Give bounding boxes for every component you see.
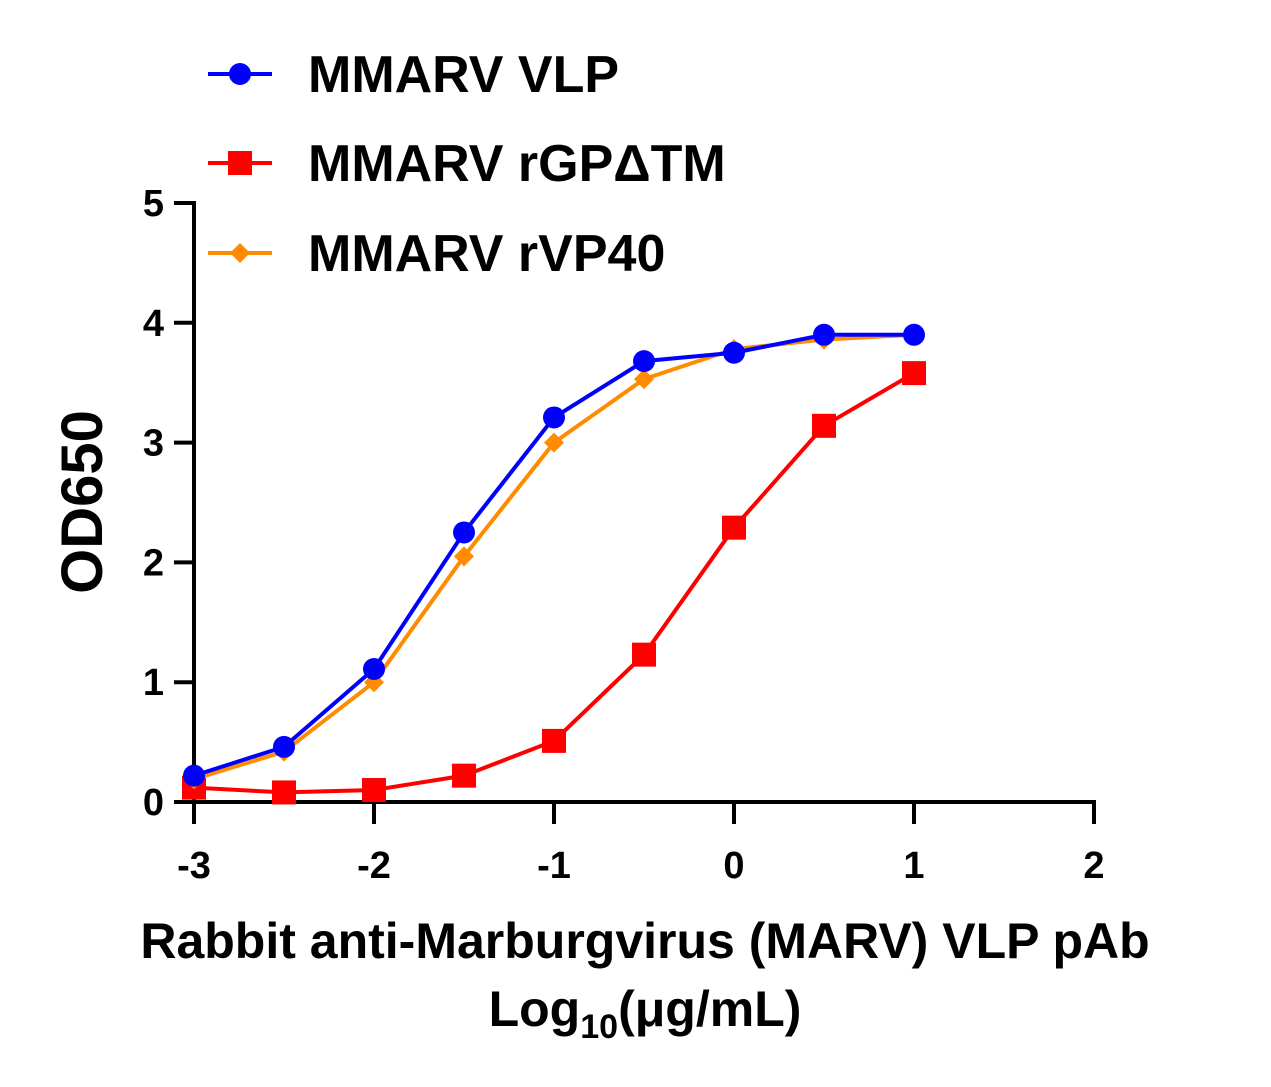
x-axis-label-subscript: 10 bbox=[580, 1008, 618, 1046]
data-point bbox=[632, 642, 656, 667]
legend: MMARV VLP MMARV rGPΔTM MMARV rVP40 bbox=[208, 46, 726, 283]
x-tick-label: -1 bbox=[537, 845, 571, 887]
data-point bbox=[454, 546, 474, 567]
y-tick-label: 4 bbox=[143, 303, 164, 345]
legend-label: MMARV rGPΔTM bbox=[308, 135, 726, 193]
y-tick-label: 2 bbox=[143, 542, 164, 584]
x-axis-label-line2: Log10(μg/mL) bbox=[489, 981, 802, 1046]
data-point bbox=[542, 728, 566, 753]
data-point bbox=[812, 413, 836, 438]
series-line bbox=[193, 332, 915, 782]
x-tick-label: -2 bbox=[357, 845, 391, 887]
x-axis-label-line1: Rabbit anti-Marburgvirus (MARV) VLP pAb bbox=[140, 913, 1149, 969]
data-point bbox=[903, 323, 925, 346]
x-tick-label: 0 bbox=[723, 845, 744, 887]
series-diamond bbox=[184, 324, 924, 790]
series-line bbox=[193, 332, 914, 778]
data-point bbox=[902, 361, 926, 386]
data-point bbox=[453, 521, 475, 544]
data-point bbox=[273, 735, 295, 758]
data-point bbox=[183, 764, 205, 787]
legend-marker bbox=[228, 151, 252, 175]
data-point bbox=[633, 350, 655, 373]
axes: 0 1 2 3 4 5 -3 -2 -1 0 1 2 bbox=[143, 183, 1105, 887]
y-axis-label: OD650 bbox=[50, 410, 115, 594]
x-tick-label: 2 bbox=[1083, 845, 1104, 887]
legend-marker bbox=[229, 63, 251, 85]
data-point bbox=[723, 341, 745, 364]
y-tick-label: 0 bbox=[143, 782, 164, 824]
data-point bbox=[362, 778, 386, 803]
y-tick-label: 3 bbox=[143, 423, 164, 465]
data-point bbox=[813, 323, 835, 346]
legend-marker bbox=[230, 243, 250, 263]
legend-item: MMARV VLP bbox=[208, 46, 619, 104]
data-point bbox=[544, 432, 564, 453]
data-point bbox=[452, 763, 476, 788]
series-circle bbox=[183, 323, 925, 787]
legend-label: MMARV rVP40 bbox=[308, 225, 665, 283]
legend-item: MMARV rVP40 bbox=[208, 225, 665, 283]
y-tick-label: 1 bbox=[143, 662, 164, 704]
series-square bbox=[182, 361, 926, 805]
x-tick-label: -3 bbox=[177, 845, 211, 887]
x-axis-label-unit: (μg/mL) bbox=[618, 981, 801, 1037]
data-point bbox=[272, 780, 296, 805]
legend-item: MMARV rGPΔTM bbox=[208, 135, 726, 193]
series-layer bbox=[182, 323, 926, 805]
data-point bbox=[363, 658, 385, 681]
x-axis-label-log: Log bbox=[489, 981, 581, 1037]
x-tick-label: 1 bbox=[903, 845, 924, 887]
legend-label: MMARV VLP bbox=[308, 46, 619, 104]
data-point bbox=[722, 515, 746, 540]
data-point bbox=[543, 406, 565, 429]
y-tick-label: 5 bbox=[143, 183, 164, 225]
data-point bbox=[634, 369, 654, 390]
